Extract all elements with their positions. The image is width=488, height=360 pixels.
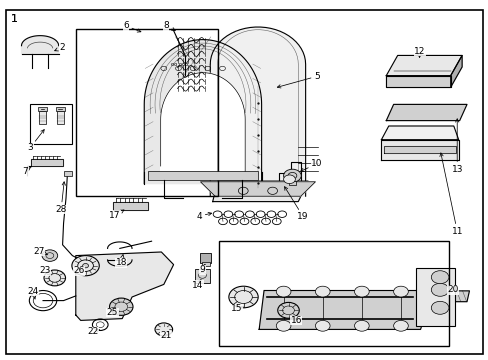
Polygon shape [278,162,300,187]
Bar [148,171,257,180]
Circle shape [228,286,258,308]
Text: 2: 2 [55,43,65,52]
Polygon shape [259,291,432,329]
Polygon shape [144,40,261,184]
Circle shape [155,323,172,336]
Polygon shape [161,73,244,179]
Circle shape [354,286,368,297]
Text: 20: 20 [447,285,458,294]
Bar [63,171,72,176]
Text: 9: 9 [199,264,205,275]
Circle shape [109,298,133,315]
Text: 17: 17 [109,210,124,220]
Text: 12: 12 [413,47,425,58]
Polygon shape [31,159,62,166]
Text: 8: 8 [163,22,175,31]
Bar [56,107,64,111]
Circle shape [315,320,329,331]
Bar [202,262,209,266]
Text: 22: 22 [87,328,99,336]
Circle shape [430,283,448,296]
Bar [200,253,211,263]
Circle shape [267,187,277,194]
Circle shape [72,256,99,276]
Circle shape [82,264,88,268]
Circle shape [354,320,368,331]
Bar [57,111,63,124]
Bar [415,268,454,326]
Polygon shape [447,291,468,302]
Text: 18: 18 [115,255,127,267]
Circle shape [430,271,448,284]
Bar [38,107,47,111]
Polygon shape [381,140,458,160]
Circle shape [283,175,295,184]
Text: 7: 7 [22,166,31,176]
Bar [76,29,217,196]
Text: 19: 19 [284,187,308,221]
Circle shape [238,187,247,194]
Text: 16: 16 [290,316,302,325]
Bar [219,241,448,346]
Circle shape [42,250,58,261]
Text: 1: 1 [11,14,18,24]
Text: 21: 21 [160,331,172,340]
Text: 6: 6 [123,22,141,32]
Polygon shape [76,252,173,320]
Circle shape [393,286,407,297]
Text: 15: 15 [230,304,243,313]
Text: 25: 25 [106,308,118,317]
Polygon shape [450,55,461,87]
Bar [39,111,46,124]
Polygon shape [212,181,307,202]
Text: oo ooo: oo ooo [171,62,188,67]
Polygon shape [381,126,458,140]
Polygon shape [386,55,461,76]
Circle shape [277,302,299,318]
Text: 28: 28 [55,182,67,214]
Polygon shape [113,202,147,210]
Text: 11: 11 [439,153,462,236]
Text: 27: 27 [33,247,48,256]
Polygon shape [386,104,466,121]
Polygon shape [386,76,450,87]
Text: 13: 13 [450,119,462,174]
Circle shape [276,286,290,297]
Text: 24: 24 [27,287,39,299]
Bar [30,104,72,144]
Text: 1: 1 [11,14,18,24]
Circle shape [315,286,329,297]
Text: 26: 26 [73,266,85,275]
Bar [288,181,296,185]
Text: 3: 3 [27,130,44,152]
Circle shape [430,301,448,314]
Text: 10: 10 [300,159,322,171]
Polygon shape [200,182,315,196]
Circle shape [393,320,407,331]
Text: 14: 14 [191,280,203,289]
Bar [194,269,210,283]
Circle shape [276,320,290,331]
Circle shape [283,169,301,182]
Polygon shape [210,27,305,196]
Polygon shape [21,36,59,54]
Polygon shape [383,146,455,153]
Circle shape [44,270,65,286]
Text: 4: 4 [196,212,211,220]
Text: 5: 5 [277,72,319,88]
Text: 23: 23 [39,266,51,275]
